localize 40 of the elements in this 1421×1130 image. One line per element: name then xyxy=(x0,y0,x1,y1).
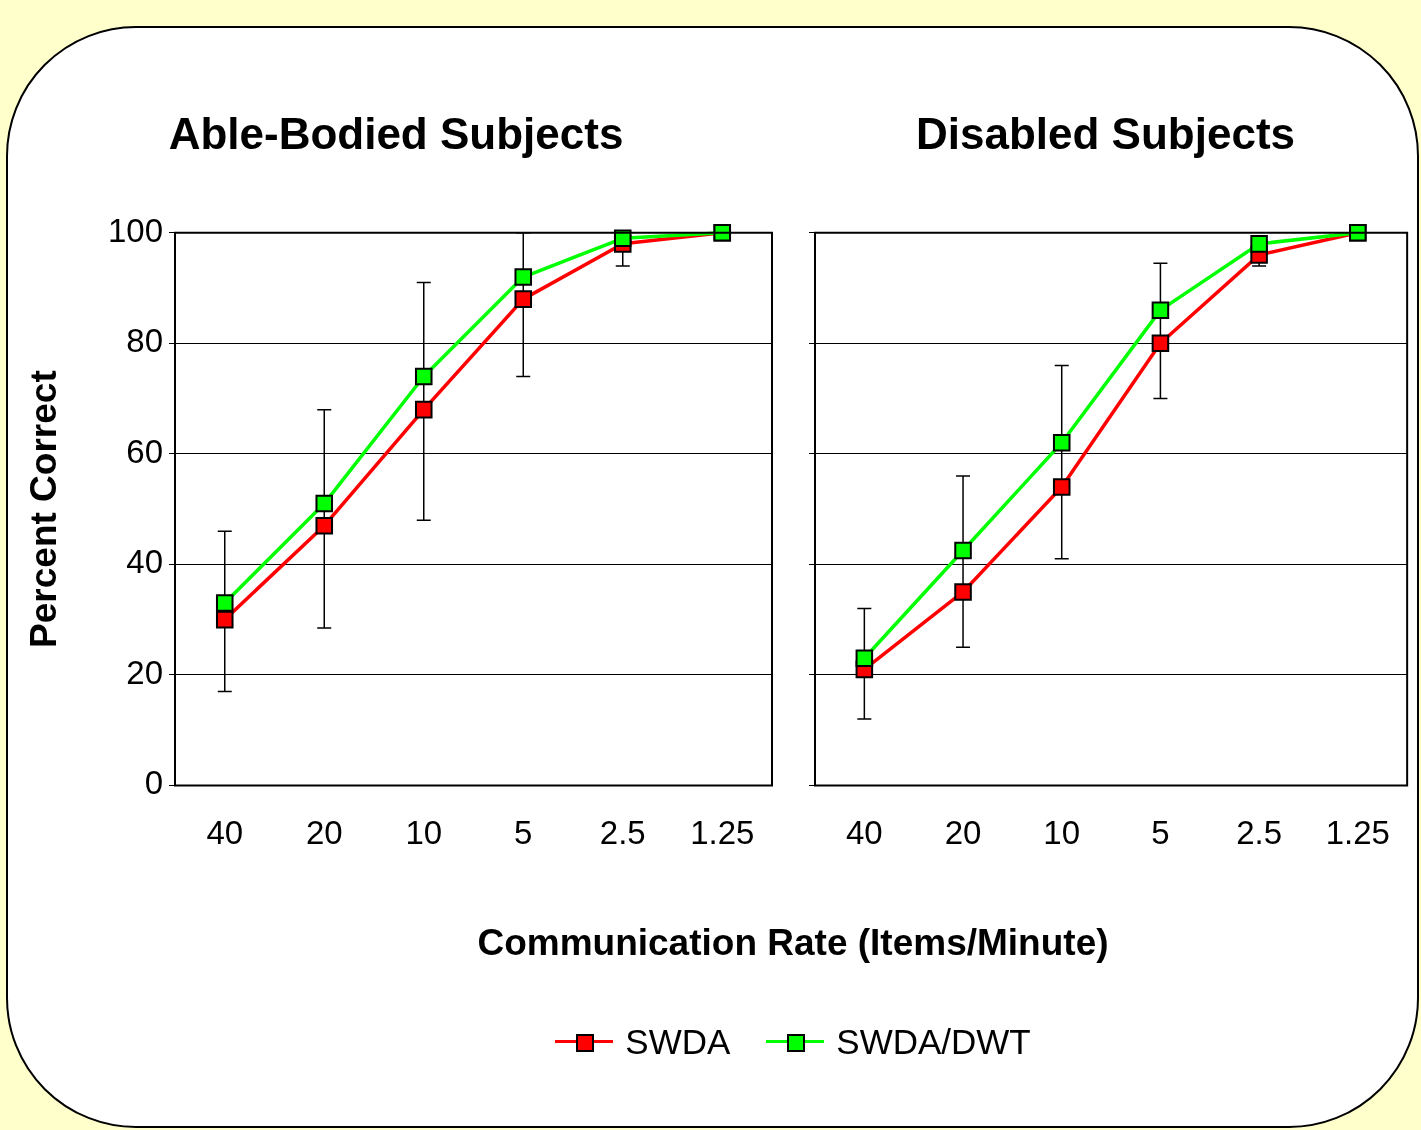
x-tick-label: 2.5 xyxy=(1236,814,1283,852)
x-tick-label: 20 xyxy=(305,814,343,852)
legend-label: SWDA xyxy=(625,1022,731,1062)
x-tick-label: 40 xyxy=(845,814,883,852)
x-tick-label: 40 xyxy=(206,814,244,852)
point xyxy=(414,367,433,386)
x-tick-label: 1.25 xyxy=(690,814,755,852)
point xyxy=(855,649,874,668)
point xyxy=(1250,235,1268,253)
y-tick-label: 60 xyxy=(126,432,163,470)
x-tick-label: 1.25 xyxy=(1325,814,1390,852)
point xyxy=(1052,434,1071,452)
x-tick-label: 20 xyxy=(944,814,982,852)
point xyxy=(315,494,334,513)
x-tick-label: 10 xyxy=(405,814,443,852)
y-tick-label: 100 xyxy=(107,211,163,249)
point xyxy=(954,541,972,560)
y-tick-label: 0 xyxy=(144,764,163,802)
y-axis-title: Percent Correct xyxy=(23,370,65,648)
point xyxy=(315,516,334,535)
legend-label: SWDA/DWT xyxy=(836,1022,1031,1062)
point xyxy=(1151,301,1170,319)
y-tick-label: 80 xyxy=(126,322,163,360)
y-tick-label: 20 xyxy=(126,653,163,691)
point xyxy=(215,594,234,612)
point xyxy=(514,290,533,308)
x-tick-label: 5 xyxy=(514,814,533,852)
chart-title: Able-Bodied Subjects xyxy=(168,108,624,158)
point xyxy=(1052,478,1071,496)
x-tick-label: 5 xyxy=(1151,814,1170,852)
y-tick-label: 40 xyxy=(126,543,163,581)
chart-title: Disabled Subjects xyxy=(915,108,1296,158)
x-axis-title: Communication Rate (Items/Minute) xyxy=(476,922,1110,964)
x-tick-label: 2.5 xyxy=(599,814,646,852)
point xyxy=(954,583,972,601)
point xyxy=(1151,334,1170,353)
point xyxy=(414,400,433,419)
x-tick-label: 10 xyxy=(1043,814,1081,852)
point xyxy=(215,610,234,629)
point xyxy=(514,268,533,286)
